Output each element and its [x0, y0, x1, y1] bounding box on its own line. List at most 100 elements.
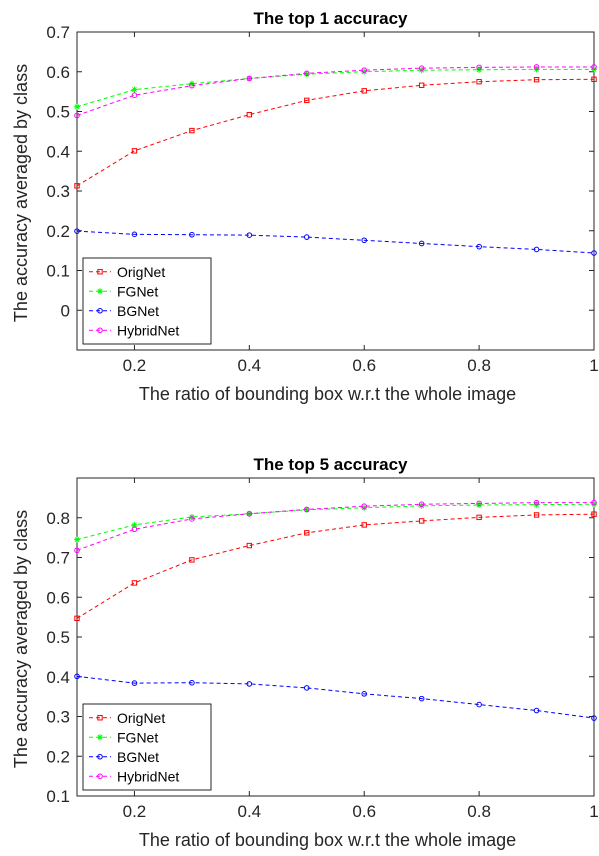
y-tick-label: 0.1 [46, 262, 70, 281]
data-point [74, 673, 80, 680]
data-point [418, 502, 425, 509]
x-tick-label: 0.4 [238, 356, 262, 375]
data-point [361, 522, 367, 528]
y-tick-label: 0.3 [46, 708, 70, 727]
data-point [591, 501, 597, 508]
data-point [361, 691, 368, 697]
data-point [533, 707, 540, 714]
x-tick-label: 0.2 [123, 802, 147, 821]
legend-label: BGNet [117, 749, 159, 765]
data-point [476, 78, 482, 85]
data-point [533, 77, 540, 83]
y-tick-label: 0.5 [46, 103, 70, 122]
data-point [74, 547, 80, 554]
legend-box [82, 257, 212, 345]
x-tick-label: 0.4 [238, 802, 262, 821]
legend-label: BGNet [117, 303, 159, 319]
data-point [131, 231, 138, 238]
legend: OrigNet FGNet BGNet HybridNet [82, 257, 212, 345]
y-tick-label: 0.2 [46, 222, 70, 241]
data-point [189, 127, 195, 134]
data-point [418, 65, 425, 71]
series-hybridnet [74, 64, 597, 119]
data-point [591, 715, 597, 721]
legend-marker [97, 715, 103, 721]
series-bgnet [74, 228, 597, 256]
data-point [361, 88, 367, 94]
data-point [74, 536, 80, 543]
data-point [361, 504, 368, 511]
series-line [76, 230, 595, 254]
data-point [131, 526, 138, 533]
y-axis-label: The accuracy averaged by class [11, 510, 31, 768]
data-point [303, 234, 310, 240]
y-tick-label: 0.1 [46, 787, 70, 806]
data-point [74, 183, 80, 189]
data-point [303, 685, 310, 691]
data-point [246, 681, 253, 687]
y-tick-label: 0.7 [46, 549, 70, 568]
legend: OrigNet FGNet BGNet HybridNet [82, 703, 212, 791]
legend-marker [97, 288, 103, 295]
data-point [189, 679, 195, 686]
data-point [131, 86, 138, 93]
x-tick-label: 0.2 [123, 356, 147, 375]
data-point [189, 557, 195, 563]
data-point [476, 502, 483, 509]
y-tick-label: 0 [61, 301, 70, 320]
data-point [131, 148, 138, 154]
data-point [361, 68, 368, 75]
data-point [189, 231, 195, 238]
x-axis-label: The ratio of bounding box w.r.t the whol… [139, 830, 516, 850]
chart-title: The top 1 accuracy [253, 9, 408, 28]
data-point [74, 615, 80, 622]
data-point [533, 512, 540, 518]
data-point [303, 70, 310, 77]
legend-label: FGNet [117, 729, 158, 745]
x-tick-label: 0.8 [467, 356, 491, 375]
y-tick-label: 0.6 [46, 588, 70, 607]
x-tick-label: 0.8 [467, 802, 491, 821]
y-tick-label: 0.3 [46, 182, 70, 201]
y-tick-label: 0.4 [46, 668, 70, 687]
data-point [246, 75, 253, 82]
series-orignet [74, 511, 597, 622]
data-point [418, 695, 425, 702]
legend-marker [97, 327, 103, 334]
data-point [591, 64, 597, 70]
legend-label: FGNet [117, 283, 158, 299]
data-point [476, 514, 482, 521]
data-point [246, 542, 253, 549]
legend-label: OrigNet [117, 264, 165, 280]
data-point [418, 240, 425, 247]
data-point [131, 680, 138, 686]
data-point [476, 500, 482, 507]
data-point [246, 510, 253, 517]
series-orignet [74, 76, 597, 189]
data-point [361, 67, 368, 73]
data-point [418, 82, 425, 88]
y-axis-label: The accuracy averaged by class [11, 64, 31, 322]
data-point [189, 516, 195, 522]
data-point [591, 76, 597, 83]
series-hybridnet [74, 499, 597, 554]
data-point [304, 530, 310, 536]
x-axis-label: The ratio of bounding box w.r.t the whol… [139, 384, 516, 404]
data-point [533, 64, 540, 70]
data-point [74, 112, 80, 119]
data-point [476, 701, 482, 708]
data-point [246, 111, 253, 118]
chart-title: The top 5 accuracy [253, 455, 408, 474]
legend-label: OrigNet [117, 710, 165, 726]
data-point [418, 501, 425, 508]
series-bgnet [74, 673, 597, 721]
y-tick-label: 0.8 [46, 509, 70, 528]
y-tick-label: 0.6 [46, 63, 70, 82]
data-point [303, 71, 310, 78]
legend-marker [97, 307, 103, 314]
x-tick-label: 0.6 [352, 356, 376, 375]
x-tick-label: 0.6 [352, 802, 376, 821]
series-line [76, 68, 594, 108]
series-line [76, 502, 594, 551]
